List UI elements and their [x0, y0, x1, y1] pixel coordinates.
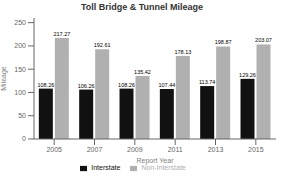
svg-text:113.74: 113.74 — [199, 79, 215, 85]
svg-text:2005: 2005 — [46, 146, 62, 153]
svg-text:203.07: 203.07 — [255, 37, 272, 43]
svg-text:178.13: 178.13 — [174, 49, 191, 55]
svg-text:Mileage: Mileage — [0, 66, 8, 91]
svg-text:100: 100 — [14, 89, 26, 96]
svg-text:108.26: 108.26 — [118, 82, 135, 88]
svg-text:135.42: 135.42 — [134, 69, 151, 75]
svg-text:2013: 2013 — [208, 146, 224, 153]
svg-text:2011: 2011 — [168, 146, 183, 153]
svg-text:108.26: 108.26 — [37, 82, 54, 88]
svg-text:2009: 2009 — [127, 146, 143, 153]
svg-text:250: 250 — [14, 19, 26, 26]
html-text:Non-Interstate: Non-Interstate — [141, 164, 186, 171]
svg-text:0: 0 — [22, 135, 26, 142]
svg-text:198.87: 198.87 — [215, 39, 232, 45]
html-text:Interstate: Interstate — [91, 164, 121, 171]
svg-text:2007: 2007 — [87, 146, 103, 153]
svg-text:150: 150 — [14, 66, 26, 73]
svg-text:50: 50 — [18, 112, 26, 119]
svg-text:107.44: 107.44 — [158, 82, 175, 88]
svg-text:106.26: 106.26 — [78, 83, 95, 89]
svg-text:2015: 2015 — [248, 146, 264, 153]
svg-text:217.27: 217.27 — [53, 31, 70, 37]
html-text:Toll Bridge & Tunnel Mileage: Toll Bridge & Tunnel Mileage — [80, 2, 204, 12]
svg-text:200: 200 — [14, 42, 26, 49]
svg-text:129.26: 129.26 — [239, 72, 256, 78]
svg-text:Report Year: Report Year — [137, 157, 175, 165]
svg-text:192.61: 192.61 — [94, 42, 111, 48]
